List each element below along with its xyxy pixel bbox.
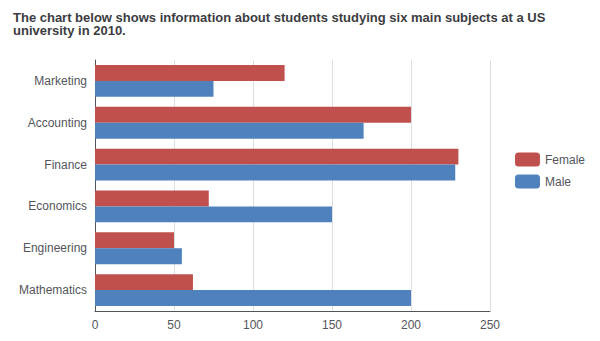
svg-text:150: 150: [322, 318, 342, 332]
svg-text:50: 50: [167, 318, 181, 332]
svg-text:Marketing: Marketing: [34, 74, 87, 88]
svg-text:200: 200: [401, 318, 421, 332]
svg-text:Female: Female: [545, 153, 585, 167]
svg-text:100: 100: [243, 318, 263, 332]
svg-text:Economics: Economics: [28, 199, 87, 213]
svg-text:Male: Male: [545, 175, 571, 189]
svg-text:university in 2010.: university in 2010.: [13, 23, 126, 38]
svg-text:The chart below shows informat: The chart below shows information about …: [13, 10, 549, 25]
svg-text:250: 250: [480, 318, 500, 332]
svg-text:Engineering: Engineering: [23, 241, 87, 255]
svg-text:Mathematics: Mathematics: [19, 283, 87, 297]
svg-text:Accounting: Accounting: [28, 116, 87, 130]
svg-text:Finance: Finance: [44, 158, 87, 172]
svg-text:0: 0: [92, 318, 99, 332]
